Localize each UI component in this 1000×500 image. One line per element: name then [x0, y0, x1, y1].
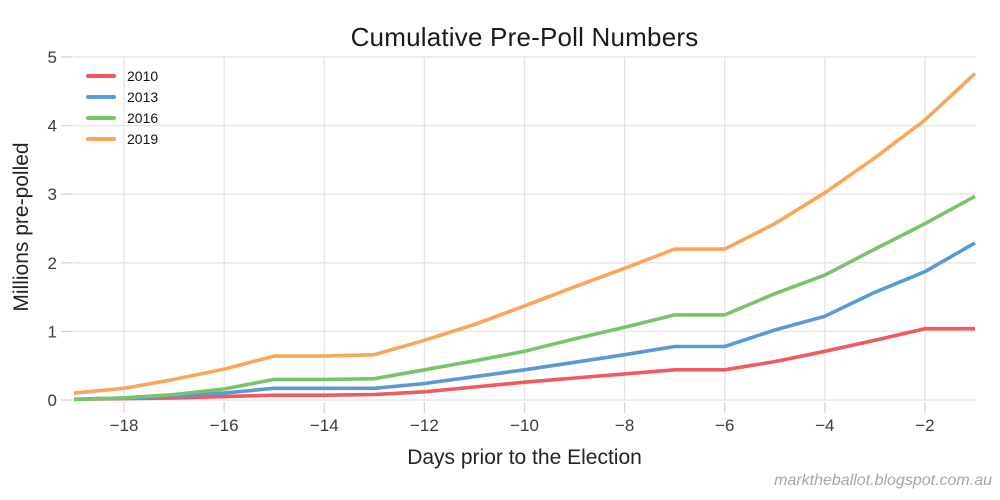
y-tick-label: 0	[48, 391, 57, 410]
y-axis-title: Millions pre-polled	[10, 142, 33, 312]
watermark: marktheballot.blogspot.com.au	[774, 472, 992, 489]
legend-item-2013: 2013	[86, 86, 158, 107]
legend-item-2010: 2010	[86, 65, 158, 86]
series-line-2010	[73, 326, 975, 402]
chart-title: Cumulative Pre-Poll Numbers	[350, 22, 699, 52]
legend-line-swatch	[86, 136, 116, 141]
legend-label: 2013	[127, 88, 159, 105]
x-tick-label: −12	[410, 416, 439, 435]
x-tick-label: −2	[915, 416, 934, 435]
legend: 2010 2013 2016 2019	[86, 65, 158, 149]
y-tick-label: 2	[48, 254, 57, 273]
legend-label: 2010	[127, 67, 159, 84]
legend-label: 2019	[127, 130, 159, 147]
y-tick-label: 5	[48, 48, 57, 67]
series-line-2016	[73, 194, 976, 402]
y-tick-label: 4	[48, 117, 57, 136]
x-tick-label: −6	[715, 416, 734, 435]
x-axis-title: Days prior to the Election	[407, 446, 642, 469]
series-line-2019	[73, 72, 977, 395]
legend-line-swatch	[86, 73, 116, 78]
legend-line-swatch	[86, 115, 116, 120]
legend-line-swatch	[86, 94, 116, 99]
x-tick-label: −8	[615, 416, 634, 435]
legend-label: 2016	[127, 109, 159, 126]
legend-item-2016: 2016	[86, 107, 158, 128]
x-tick-label: −18	[110, 416, 139, 435]
x-tick-label: −10	[510, 416, 539, 435]
series-line-2013	[73, 241, 976, 402]
x-tick-label: −16	[210, 416, 239, 435]
legend-item-2019: 2019	[86, 128, 158, 149]
x-tick-label: −4	[815, 416, 834, 435]
y-tick-label: 3	[48, 185, 57, 204]
x-tick-label: −14	[310, 416, 339, 435]
y-tick-label: 1	[48, 322, 57, 341]
